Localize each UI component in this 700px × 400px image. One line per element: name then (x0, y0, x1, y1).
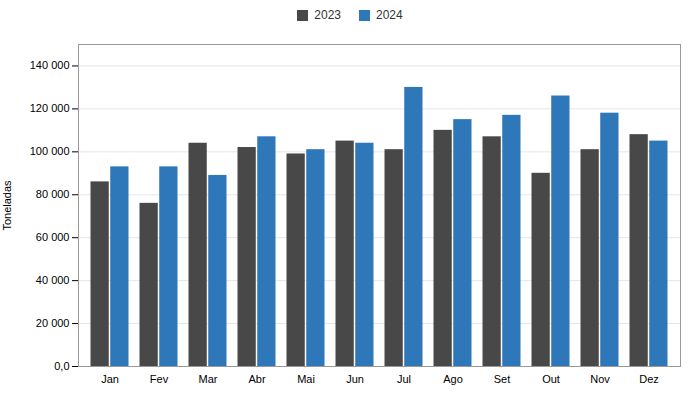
svg-text:Nov: Nov (590, 373, 610, 385)
svg-text:Ago: Ago (443, 373, 463, 385)
svg-text:40 000: 40 000 (36, 274, 70, 286)
svg-text:Dez: Dez (639, 373, 659, 385)
svg-text:Mai: Mai (297, 373, 315, 385)
html-text:2023: 2023 (314, 8, 341, 22)
svg-text:Set: Set (494, 373, 511, 385)
svg-text:Abr: Abr (248, 373, 265, 385)
svg-text:20 000: 20 000 (36, 317, 70, 329)
svg-text:80 000: 80 000 (36, 188, 70, 200)
svg-text:Toneladas: Toneladas (1, 180, 13, 231)
svg-text:Mar: Mar (199, 373, 218, 385)
svg-text:Jun: Jun (346, 373, 364, 385)
svg-text:100 000: 100 000 (30, 145, 70, 157)
svg-text:Out: Out (542, 373, 560, 385)
svg-text:120 000: 120 000 (30, 102, 70, 114)
svg-text:60 000: 60 000 (36, 231, 70, 243)
svg-text:140 000: 140 000 (30, 59, 70, 71)
svg-text:0,0: 0,0 (54, 360, 69, 372)
html-text:2024: 2024 (376, 8, 403, 22)
svg-text:Fev: Fev (150, 373, 169, 385)
svg-text:Jul: Jul (397, 373, 411, 385)
svg-text:Jan: Jan (101, 373, 119, 385)
